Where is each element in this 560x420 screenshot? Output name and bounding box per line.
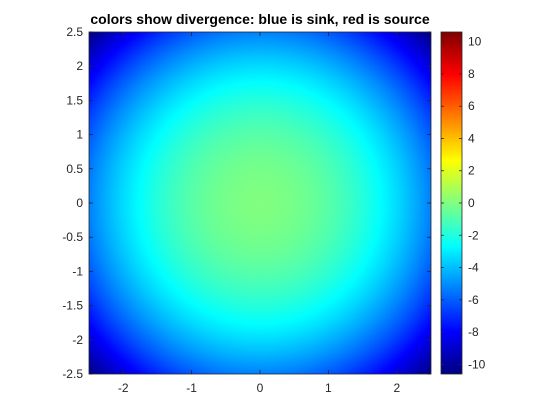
colorbar-tick-label: 2	[468, 164, 475, 178]
colorbar-tick-label: 10	[468, 35, 482, 49]
colorbar-tick-label: -8	[468, 325, 479, 339]
x-tick-label: -2	[118, 381, 129, 395]
y-tick-label: -0.5	[62, 230, 83, 244]
x-tick-label: 2	[393, 381, 400, 395]
x-tick-label: -1	[186, 381, 197, 395]
colorbar-tick-label: -10	[468, 357, 486, 371]
x-tick-label: 1	[325, 381, 332, 395]
y-tick-label: 2.5	[66, 25, 83, 39]
y-tick-label: -2	[72, 333, 83, 347]
chart-title: colors show divergence: blue is sink, re…	[90, 11, 429, 27]
colorbar-tick-label: 8	[468, 67, 475, 81]
y-tick-label: 1.5	[66, 93, 83, 107]
colorbar-tick-label: -4	[468, 261, 479, 275]
x-tick-label: 0	[257, 381, 264, 395]
colorbar-tick-label: 0	[468, 196, 475, 210]
y-tick-label: 1	[76, 128, 83, 142]
colorbar-tick-label: -6	[468, 293, 479, 307]
colorbar-tick-label: -2	[468, 228, 479, 242]
y-tick-label: 2	[76, 59, 83, 73]
colorbar-tick-label: 4	[468, 131, 475, 145]
y-tick-label: -1.5	[62, 299, 83, 313]
colorbar-tick-label: 6	[468, 99, 475, 113]
y-tick-label: 0.5	[66, 162, 83, 176]
y-tick-label: -1	[72, 264, 83, 278]
y-tick-label: 0	[76, 196, 83, 210]
y-tick-label: -2.5	[62, 367, 83, 381]
heatmap-surface	[89, 32, 431, 374]
colorbar	[441, 32, 462, 374]
